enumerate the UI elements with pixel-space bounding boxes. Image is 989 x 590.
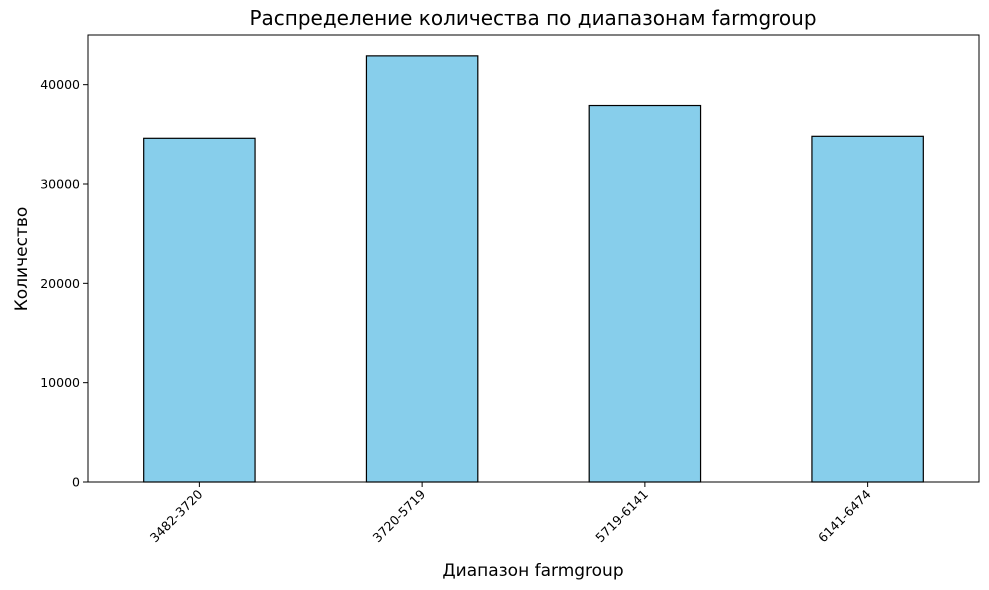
y-axis-title: Количество — [12, 207, 32, 312]
y-tick-label: 40000 — [40, 77, 80, 92]
bar-3720-5719 — [365, 55, 479, 483]
x-tick-label: 3482-3720 — [147, 486, 206, 545]
x-axis-ticks: 3482-3720 3720-5719 5719-6141 6141-6474 — [147, 482, 874, 545]
chart-title: Распределение количества по диапазонам f… — [249, 6, 816, 30]
y-axis-ticks: 0 10000 20000 30000 40000 — [40, 77, 88, 490]
x-tick-label: 5719-6141 — [592, 487, 651, 546]
plot-frame — [87, 34, 980, 483]
x-tick-label: 6141-6474 — [815, 486, 874, 545]
y-tick-label: 0 — [72, 475, 80, 490]
y-tick-label: 10000 — [40, 375, 80, 390]
x-tick-label: 3720-5719 — [369, 486, 428, 545]
bar-5719-6141 — [588, 104, 702, 483]
bars-group — [143, 55, 924, 483]
y-tick-label: 20000 — [40, 276, 80, 291]
bar-3482-3720 — [143, 137, 256, 483]
y-tick-label: 30000 — [40, 177, 80, 192]
x-axis-title: Диапазон farmgroup — [442, 561, 623, 581]
bar-6141-6474 — [811, 135, 924, 483]
